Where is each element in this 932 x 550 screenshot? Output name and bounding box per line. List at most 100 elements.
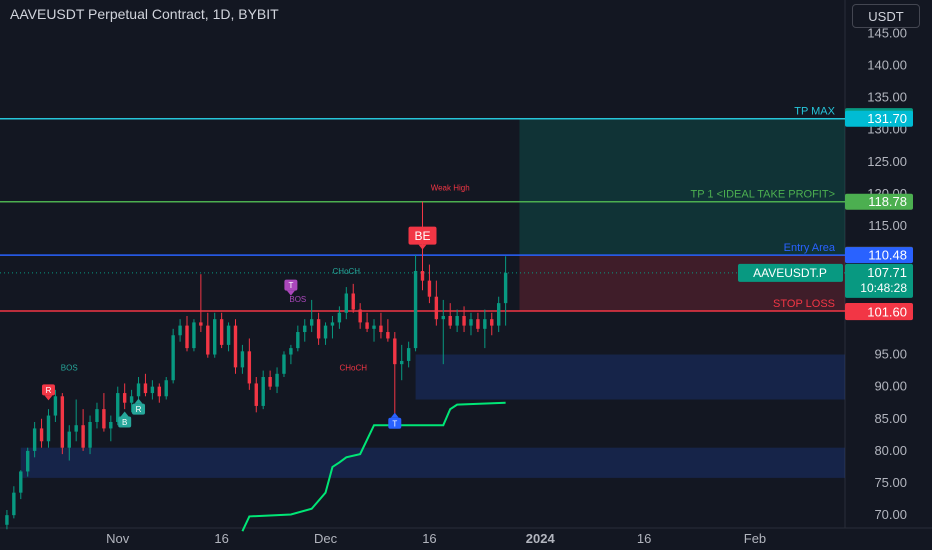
price-tag (845, 263, 913, 298)
marker-pointer (120, 411, 129, 417)
price-tag (845, 304, 913, 321)
candle-body (12, 492, 16, 516)
candle-body (365, 322, 369, 329)
price-tick-label: 85.00 (874, 411, 907, 426)
candle-body (46, 415, 51, 442)
annotation-label: BOS (61, 364, 78, 373)
marker-label: R (136, 405, 142, 414)
candle-body (496, 303, 501, 326)
candle-body (206, 325, 210, 355)
candle-body (469, 319, 473, 326)
candle-body (386, 332, 390, 339)
marker-pointer (418, 244, 427, 250)
price-tick-label: 115.00 (868, 218, 907, 233)
candle-body (379, 325, 383, 333)
zone-demand-zone-lower (20, 447, 846, 478)
zone-demand-zone-upper (415, 354, 845, 400)
candle-body (95, 409, 99, 422)
candle-body (503, 272, 508, 304)
candle-body (330, 322, 335, 326)
time-tick-label: 16 (214, 531, 228, 546)
candle-body (226, 325, 231, 345)
candle-body (434, 296, 439, 320)
candle-body (26, 450, 30, 472)
currency-button[interactable]: USDT (852, 4, 920, 28)
candle-body (157, 386, 162, 397)
candle-body (53, 396, 58, 416)
price-tag (845, 247, 913, 264)
candle-body (372, 325, 376, 329)
marker-label: T (392, 419, 397, 428)
price-tag-label: 101.60 (867, 305, 907, 320)
price-tick-label: 135.00 (867, 90, 907, 105)
time-tick-label: 16 (422, 531, 436, 546)
candle-body (88, 421, 92, 448)
candle-body (448, 315, 452, 326)
candle-body (136, 383, 141, 397)
marker-box (284, 279, 298, 291)
price-tick-label: 80.00 (874, 443, 907, 458)
marker-box (118, 416, 132, 428)
candle-body (268, 377, 272, 387)
candle-body (351, 293, 355, 310)
time-tick-label: 2024 (526, 531, 556, 546)
candle-body (309, 319, 314, 326)
candle-body (240, 351, 245, 368)
candle-body (289, 348, 293, 355)
price-tick-label: 145.00 (867, 25, 907, 40)
candle-body (483, 319, 487, 329)
candle-body (171, 335, 175, 381)
marker-box (408, 226, 437, 245)
candle-body (81, 425, 85, 448)
candle-body (462, 315, 466, 326)
time-tick-label: Dec (314, 531, 338, 546)
price-tick-label: 90.00 (874, 379, 907, 394)
candle-body (393, 338, 397, 365)
candle-body (116, 393, 120, 422)
candle-body (102, 409, 106, 429)
level-label-tp1: TP 1 <IDEAL TAKE PROFIT> (691, 189, 835, 201)
candle-body (129, 396, 134, 403)
price-tag-label: 110.48 (868, 248, 907, 263)
candle-body (296, 332, 300, 349)
candle-body (400, 360, 404, 365)
annotation-label: BOS (289, 295, 306, 304)
price-tick-label: 125.00 (867, 154, 907, 169)
marker-label: T (288, 281, 293, 290)
marker-pointer (286, 290, 295, 296)
candle-body (441, 315, 445, 320)
zone-tp-zone (519, 118, 845, 256)
candle-body (247, 351, 252, 384)
marker-label: B (122, 418, 127, 427)
candle-body (275, 373, 279, 387)
candle-body (178, 325, 182, 336)
candle-body (427, 280, 432, 297)
candle-body (164, 380, 168, 397)
marker-box (388, 417, 402, 429)
candle-body (32, 428, 37, 451)
annotation-label: CHoCH (339, 364, 367, 373)
candle-body (5, 515, 9, 525)
candle-body (413, 271, 418, 349)
symbol-tag (738, 263, 843, 282)
candle-body (185, 325, 189, 349)
trailing-stop-line (241, 401, 506, 532)
candle-body (337, 312, 342, 323)
candle-body (490, 319, 494, 326)
candle-body (213, 319, 217, 355)
candle-body (192, 322, 196, 349)
price-tag-label: 107.71 (867, 265, 907, 280)
chart-title: AAVEUSDT Perpetual Contract, 1D, BYBIT (10, 6, 279, 22)
candle-body (323, 325, 328, 339)
candle-body (60, 396, 65, 448)
symbol-tag-label: AAVEUSDT.P (753, 266, 827, 280)
annotation-label: CHoCH (333, 267, 361, 276)
candle-body (282, 354, 286, 374)
candle-body (344, 293, 349, 313)
marker-box (132, 403, 146, 415)
level-label-tp-max: TP MAX (794, 106, 835, 118)
time-tick-label: Nov (106, 531, 130, 546)
price-tag-label: 118.78 (868, 194, 907, 209)
candle-body (420, 271, 425, 281)
